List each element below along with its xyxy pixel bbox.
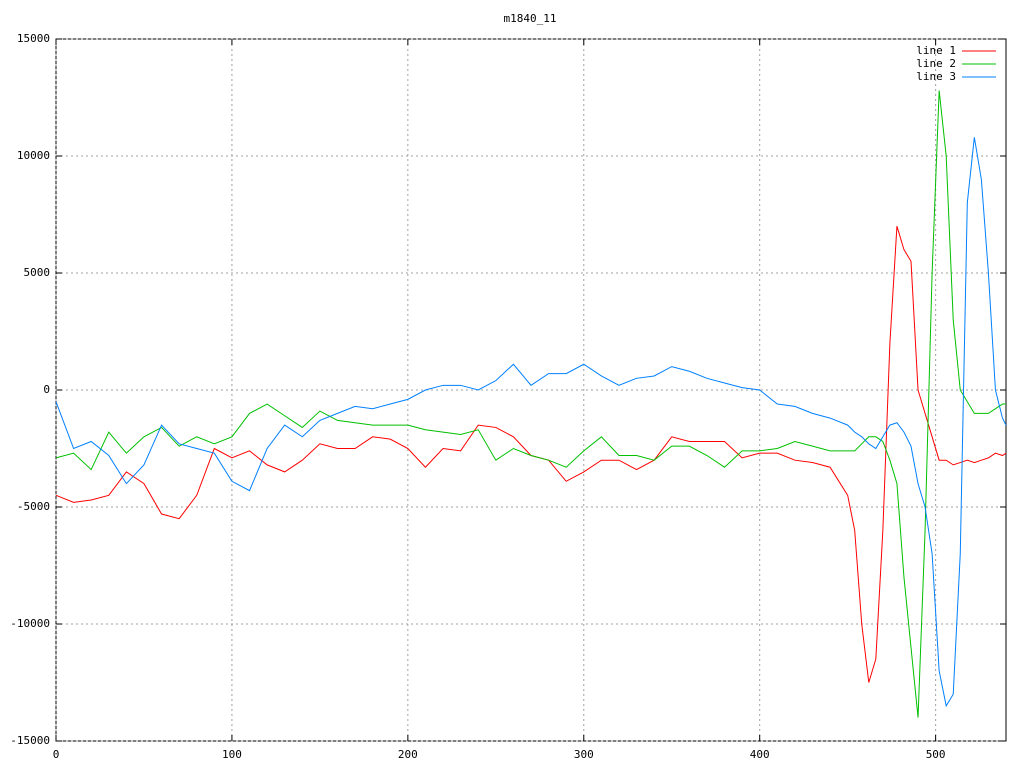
data-line [55,226,1007,683]
y-tick-label: 15000 [17,32,50,45]
legend-label: line 1 [916,44,956,57]
x-tick-label: 200 [398,748,418,761]
x-tick-label: 0 [53,748,60,761]
y-tick-label: -10000 [10,617,50,630]
x-tick-label: 400 [750,748,770,761]
y-tick-label: 0 [43,383,50,396]
data-line [55,90,1006,718]
legend-label: line 2 [916,57,956,70]
x-tick-label: 100 [222,748,242,761]
legend-label: line 3 [916,70,956,83]
y-tick-label: 10000 [17,149,50,162]
y-tick-label: -5000 [17,500,50,513]
y-tick-label: 5000 [24,266,51,279]
data-line [55,137,1007,708]
x-tick-label: 300 [574,748,594,761]
y-tick-label: -15000 [10,734,50,747]
chart-title: m1840_11 [504,12,557,25]
x-tick-label: 500 [926,748,946,761]
